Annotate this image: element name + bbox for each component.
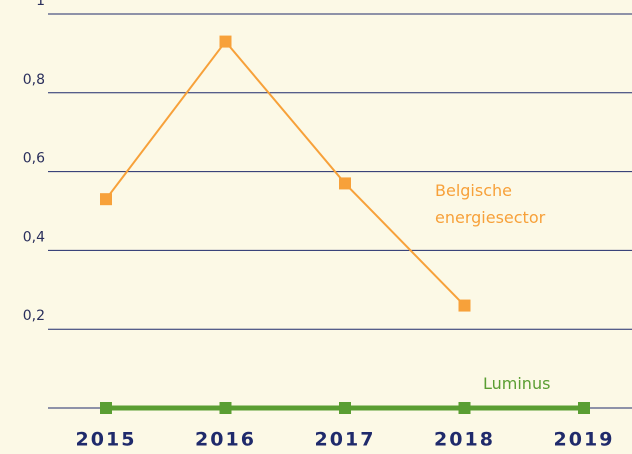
data-point bbox=[339, 177, 351, 190]
y-tick-label: 0,4 bbox=[23, 229, 45, 245]
y-tick-label: 0,2 bbox=[23, 308, 45, 324]
series-label: Belgische energiesector bbox=[435, 181, 546, 227]
x-tick-label: 2015 bbox=[76, 429, 137, 451]
x-tick-label: 2016 bbox=[195, 429, 256, 451]
x-tick-label: 2018 bbox=[434, 429, 495, 451]
data-point bbox=[219, 402, 232, 414]
y-tick-label: 0,8 bbox=[23, 72, 45, 88]
data-point bbox=[458, 402, 471, 414]
x-tick-label: 2019 bbox=[554, 429, 615, 451]
series-label: Luminus bbox=[483, 374, 551, 393]
x-tick-label: 2017 bbox=[315, 429, 376, 451]
data-point bbox=[578, 402, 590, 414]
data-point bbox=[219, 35, 232, 48]
data-point bbox=[100, 402, 112, 414]
y-tick-label: 1 bbox=[36, 0, 45, 9]
y-tick-label: 0,6 bbox=[23, 151, 45, 167]
series-line bbox=[105, 39, 466, 307]
data-point bbox=[339, 402, 351, 414]
data-point bbox=[458, 299, 471, 312]
data-point bbox=[100, 193, 112, 206]
